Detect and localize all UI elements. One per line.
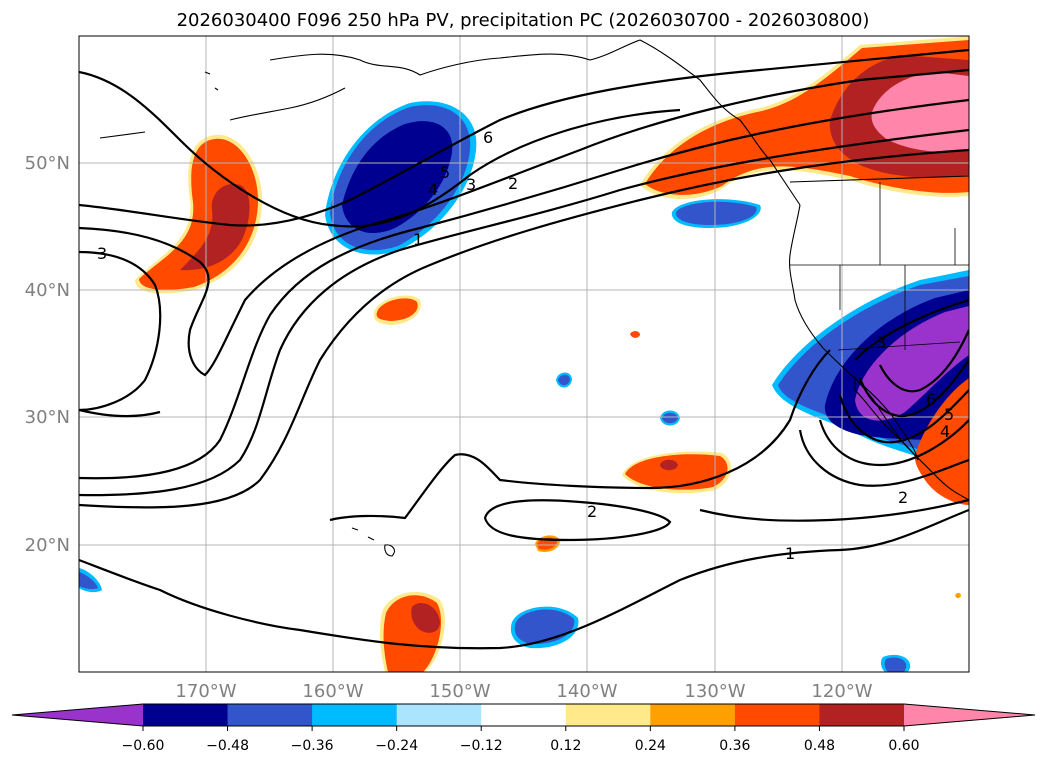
contour-label: 5 — [944, 405, 954, 424]
contour-label: 1 — [413, 230, 423, 249]
lat-label: 40°N — [25, 280, 70, 301]
lat-label: 50°N — [25, 153, 70, 174]
lon-label: 120°W — [811, 681, 872, 702]
contour-label: 5 — [440, 163, 450, 182]
colorbar-tick-label: 0.60 — [888, 738, 919, 754]
colorbar-cell — [143, 704, 229, 726]
contour-label: 4 — [428, 180, 438, 199]
contour-label: 3 — [876, 333, 886, 352]
contour-label: 6 — [483, 128, 493, 147]
colorbar-cells — [143, 704, 905, 726]
contour-label: 4 — [940, 422, 950, 441]
lon-label: 170°W — [175, 681, 236, 702]
contour-label: 3 — [466, 175, 476, 194]
pv-contour-3-west — [79, 70, 681, 228]
colorbar-cell — [481, 704, 567, 726]
lon-label: 150°W — [429, 681, 490, 702]
lon-label: 160°W — [302, 681, 363, 702]
colorbar-tick-label: 0.24 — [635, 738, 666, 754]
colorbar-cell — [734, 704, 820, 726]
colorbar-tick-label: 0.12 — [550, 738, 581, 754]
colorbar-extend-high — [904, 704, 1035, 726]
colorbar-cell — [650, 704, 736, 726]
colorbar-tick-label: −0.36 — [291, 738, 334, 754]
contour-label: 6 — [926, 390, 936, 409]
colorbar-cell — [312, 704, 398, 726]
colorbar-tick-label: 0.36 — [719, 738, 750, 754]
lat-label: 30°N — [25, 407, 70, 428]
lon-label: 130°W — [684, 681, 745, 702]
longitude-labels: 170°W 160°W 150°W 140°W 130°W 120°W — [175, 681, 872, 702]
graticule — [79, 36, 969, 672]
positive-region-mexico — [914, 378, 969, 505]
figure-title: 2026030400 F096 250 hPa PV, precipitatio… — [177, 10, 870, 31]
colorbar-tick-label: −0.60 — [122, 738, 165, 754]
colorbar-tick-label: −0.48 — [206, 738, 249, 754]
baja-peninsula — [854, 376, 919, 461]
map-area: 3 6 5 4 3 2 1 2 1 2 3 6 5 4 — [79, 36, 969, 672]
pv-contour-1 — [79, 408, 969, 522]
colorbar-cell — [227, 704, 313, 726]
west-coast — [789, 204, 911, 451]
map-frame — [78, 35, 970, 673]
colorbar-cell — [819, 704, 905, 726]
us-canada-border — [789, 175, 969, 183]
latitude-labels: 20°N 30°N 40°N 50°N — [25, 153, 70, 556]
contour-label: 3 — [97, 244, 107, 263]
contour-label: 1 — [785, 544, 795, 563]
colorbar-cell — [396, 704, 482, 726]
colorbar-tick-label: −0.24 — [375, 738, 418, 754]
colorbar-tick-label: −0.12 — [460, 738, 503, 754]
colorbar: −0.60 −0.48 −0.36 −0.24 −0.12 0.12 0.24 0.36 0.4… — [11, 703, 1036, 754]
contour-label: 2 — [587, 502, 597, 521]
lat-label: 20°N — [25, 535, 70, 556]
pv-contour-2-low — [329, 349, 831, 522]
colorbar-cell — [565, 704, 651, 726]
contour-label: 2 — [508, 174, 518, 193]
pv-contours — [79, 48, 969, 650]
contour-labels: 3 6 5 4 3 2 1 2 1 2 3 6 5 4 — [97, 128, 954, 563]
contour-label: 2 — [898, 488, 908, 507]
colorbar-tick-label: 0.48 — [804, 738, 835, 754]
colorbar-ticks: −0.60 −0.48 −0.36 −0.24 −0.12 0.12 0.24 0.36 0.4… — [122, 726, 920, 754]
lon-label: 140°W — [556, 681, 617, 702]
colorbar-extend-low — [12, 704, 143, 726]
